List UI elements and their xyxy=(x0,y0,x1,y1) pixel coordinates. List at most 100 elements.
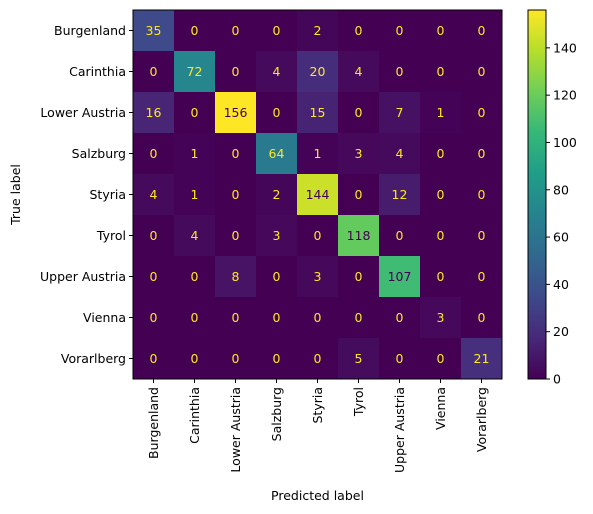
heatmap-cell xyxy=(420,297,462,339)
cell-value-label: 1 xyxy=(191,146,199,161)
cell-value-label: 0 xyxy=(191,105,199,120)
heatmap-cell xyxy=(461,174,503,216)
heatmap-cell xyxy=(133,92,175,134)
cell-value-label: 0 xyxy=(232,23,240,38)
cell-value-label: 0 xyxy=(355,187,363,202)
heatmap-cell xyxy=(256,338,298,380)
cell-value-label: 0 xyxy=(314,228,322,243)
cell-value-label: 0 xyxy=(478,146,486,161)
cell-value-label: 0 xyxy=(396,23,404,38)
heatmap-cell xyxy=(215,338,257,380)
y-tick-label: Upper Austria xyxy=(40,269,126,284)
cell-value-label: 1 xyxy=(437,105,445,120)
cell-value-label: 0 xyxy=(478,23,486,38)
heatmap-cell xyxy=(297,338,339,380)
heatmap-cell xyxy=(461,133,503,175)
heatmap-cell xyxy=(174,338,216,380)
cell-value-label: 0 xyxy=(437,187,445,202)
heatmap-cell xyxy=(215,256,257,298)
y-tick-label: Burgenland xyxy=(54,23,126,38)
heatmap-cell xyxy=(133,256,175,298)
cell-value-label: 3 xyxy=(437,310,445,325)
cell-value-label: 0 xyxy=(150,351,158,366)
cell-value-label: 3 xyxy=(273,228,281,243)
cell-value-label: 4 xyxy=(355,64,363,79)
colorbar-tick-label: 80 xyxy=(553,182,569,197)
heatmap-cell xyxy=(338,338,380,380)
y-axis-label: True label xyxy=(8,164,23,226)
cell-value-label: 0 xyxy=(273,310,281,325)
heatmap-cell xyxy=(338,10,380,52)
x-axis-label: Predicted label xyxy=(271,488,364,503)
cell-value-label: 0 xyxy=(314,351,322,366)
cell-value-label: 0 xyxy=(437,146,445,161)
heatmap-cell xyxy=(338,215,380,257)
heatmap-cell xyxy=(461,92,503,134)
heatmap-cell xyxy=(379,215,421,257)
heatmap-cell xyxy=(297,256,339,298)
heatmap-cell xyxy=(215,215,257,257)
y-tick-label: Styria xyxy=(89,187,126,202)
x-tick-label: Burgenland xyxy=(146,387,161,459)
heatmap-cell xyxy=(379,256,421,298)
heatmap-cell xyxy=(256,256,298,298)
cell-value-label: 0 xyxy=(232,146,240,161)
cell-value-label: 1 xyxy=(314,146,322,161)
heatmap-cell xyxy=(215,174,257,216)
cell-value-label: 0 xyxy=(232,228,240,243)
cell-value-label: 0 xyxy=(232,310,240,325)
cell-value-label: 0 xyxy=(437,23,445,38)
cell-value-label: 0 xyxy=(355,105,363,120)
axis-ticks: Burgenland Carinthia Lower Austria Salzburg… xyxy=(40,23,489,473)
cell-value-label: 1 xyxy=(191,187,199,202)
cell-value-label: 0 xyxy=(191,351,199,366)
heatmap-cell xyxy=(297,51,339,93)
heatmap-cell xyxy=(174,133,216,175)
heatmap-cell xyxy=(461,338,503,380)
cell-value-label: 0 xyxy=(191,269,199,284)
y-tick-label: Vorarlberg xyxy=(61,351,126,366)
heatmap-cell xyxy=(256,133,298,175)
y-tick-label: Tyrol xyxy=(96,228,126,243)
heatmap-cell xyxy=(379,297,421,339)
heatmap-cell xyxy=(215,10,257,52)
cell-value-label: 0 xyxy=(355,269,363,284)
cell-value-label: 0 xyxy=(150,146,158,161)
heatmap-cell xyxy=(174,215,216,257)
x-tick-label: Vorarlberg xyxy=(474,387,489,452)
cell-value-label: 7 xyxy=(396,105,404,120)
colorbar xyxy=(527,9,547,380)
cell-value-label: 21 xyxy=(474,351,490,366)
cell-value-label: 0 xyxy=(273,269,281,284)
cell-value-label: 156 xyxy=(224,105,248,120)
heatmap-cell xyxy=(338,51,380,93)
heatmap-cell xyxy=(133,10,175,52)
heatmap-cell xyxy=(174,297,216,339)
heatmap-cell xyxy=(338,92,380,134)
cell-value-label: 12 xyxy=(392,187,408,202)
heatmap-cell xyxy=(461,256,503,298)
cell-value-label: 0 xyxy=(437,228,445,243)
colorbar-tick-label: 0 xyxy=(553,372,561,387)
cell-value-label: 15 xyxy=(310,105,326,120)
x-tick-label: Salzburg xyxy=(269,387,284,441)
cell-value-label: 0 xyxy=(150,228,158,243)
cell-value-label: 0 xyxy=(150,310,158,325)
colorbar-ticks: 0 20 40 60 80 100 120 140 xyxy=(546,40,577,387)
cell-value-label: 0 xyxy=(314,310,322,325)
x-tick-label: Carinthia xyxy=(187,387,202,444)
heatmap-cell xyxy=(297,133,339,175)
y-tick-label: Lower Austria xyxy=(40,105,126,120)
colorbar-tick-label: 20 xyxy=(553,324,569,339)
cell-value-label: 4 xyxy=(396,146,404,161)
heatmap-cell xyxy=(297,174,339,216)
x-tick-label: Vienna xyxy=(433,387,448,430)
cell-value-label: 0 xyxy=(396,351,404,366)
cell-value-label: 2 xyxy=(314,23,322,38)
cell-value-label: 0 xyxy=(273,105,281,120)
heatmap-cell xyxy=(379,338,421,380)
colorbar-tick-label: 100 xyxy=(553,135,577,150)
cell-value-label: 0 xyxy=(191,23,199,38)
heatmap-cell xyxy=(461,297,503,339)
cell-value-label: 0 xyxy=(478,105,486,120)
